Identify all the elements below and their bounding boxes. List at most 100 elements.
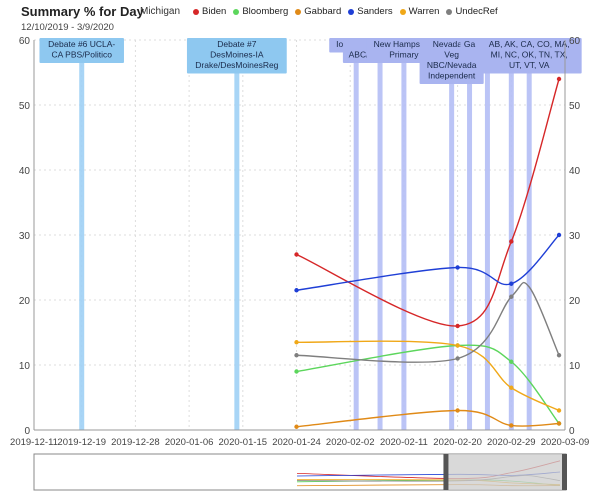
- data-point-warren: [455, 343, 460, 348]
- legend-label: Warren: [408, 6, 440, 17]
- legend-marker: [295, 8, 302, 15]
- legend-marker: [399, 8, 406, 15]
- event-line: [401, 40, 407, 430]
- x-tick-label: 2019-12-11: [10, 437, 58, 448]
- series-line-bloomberg: [296, 344, 560, 424]
- legend-label: Bloomberg: [242, 6, 289, 17]
- y-tick-label-left: 10: [19, 361, 31, 372]
- event-line: [449, 40, 455, 430]
- event-label-box: [476, 38, 582, 74]
- event-label-text: New Hampshire: [374, 39, 435, 49]
- event-line: [234, 40, 240, 430]
- y-tick-label-left: 40: [19, 166, 31, 177]
- event-label-box: [460, 38, 479, 53]
- series-line-sanders: [296, 234, 560, 291]
- x-tick-label: 2019-12-28: [111, 437, 160, 448]
- data-point-biden: [556, 76, 562, 82]
- x-tick-label: 2020-01-24: [272, 437, 321, 448]
- event-label-text: Ga: [464, 39, 476, 49]
- y-tick-label-left: 0: [24, 426, 30, 437]
- legend-marker: [233, 8, 240, 15]
- navigator-selection: [446, 454, 566, 490]
- data-point-biden: [294, 252, 299, 257]
- navigator-handle-left: [443, 454, 449, 490]
- series: [294, 76, 562, 429]
- data-point-gabbard: [509, 423, 514, 428]
- event-line: [79, 40, 85, 430]
- legend-marker: [348, 8, 355, 15]
- legend-item-undecref[interactable]: UndecRef: [446, 6, 498, 17]
- event-label-text: Drake/DesMoinesReg: [195, 60, 278, 70]
- legend-label: Biden: [202, 6, 227, 17]
- x-tick-label: 2020-01-06: [165, 437, 214, 448]
- legend[interactable]: Biden Bloomberg Gabbard Sanders Warren UndecR…: [193, 6, 505, 17]
- chart-title: Summary % for Day: [21, 4, 144, 19]
- x-tick-label: 2020-03-09: [541, 437, 590, 448]
- data-point-biden: [455, 323, 460, 329]
- legend-item-warren[interactable]: Warren: [399, 6, 440, 17]
- data-point-sanders: [509, 281, 514, 286]
- data-point-sanders: [455, 265, 460, 270]
- y-tick-label-left: 20: [19, 296, 31, 307]
- legend-item-biden[interactable]: Biden: [193, 6, 226, 17]
- event-line: [526, 40, 532, 430]
- data-point-undecref: [556, 353, 562, 358]
- data-point-sanders: [294, 288, 299, 293]
- navigator-handle-right: [562, 454, 567, 490]
- legend-marker: [446, 8, 453, 15]
- event-line: [484, 40, 490, 430]
- event-label-text: Independent: [428, 71, 476, 81]
- event-label-text: CA PBS/Politico: [51, 50, 112, 60]
- event-label-text: AB, AK, CA, CO, MA,: [489, 39, 570, 49]
- data-point-undecref: [509, 294, 514, 299]
- date-range: 12/10/2019 - 3/9/2020: [21, 22, 114, 33]
- x-tick-label: 2019-12-19: [57, 437, 106, 448]
- data-point-gabbard: [455, 408, 460, 413]
- event-line: [377, 40, 383, 430]
- data-point-biden: [509, 239, 514, 244]
- y-tick-label-right: 50: [569, 101, 581, 112]
- y-tick-label-right: 0: [569, 426, 575, 437]
- data-point-warren: [509, 385, 514, 390]
- event-label-text: Veg: [444, 50, 459, 60]
- y-tick-label-left: 60: [19, 36, 31, 47]
- y-tick-label-left: 50: [19, 101, 31, 112]
- data-point-undecref: [294, 353, 299, 358]
- event-line: [353, 40, 359, 430]
- y-tick-label-left: 30: [19, 231, 31, 242]
- event-label-box: [39, 38, 124, 63]
- data-point-bloomberg: [294, 369, 299, 374]
- legend-label: Sanders: [357, 6, 393, 17]
- x-tick-label: 2020-02-20: [433, 437, 482, 448]
- legend-item-sanders[interactable]: Sanders: [348, 6, 393, 17]
- series-line-undecref: [296, 281, 560, 363]
- range-navigator[interactable]: [33, 453, 567, 491]
- legend-label: Gabbard: [304, 6, 342, 17]
- data-point-bloomberg: [509, 359, 514, 364]
- series-line-biden: [296, 78, 560, 327]
- event-label-text: Primary: [389, 50, 419, 60]
- series-line-gabbard: [296, 409, 560, 428]
- y-tick-label-right: 40: [569, 166, 581, 177]
- state-label: Michigan: [140, 6, 181, 17]
- event-lines: [79, 40, 532, 430]
- event-label-text: NBC/Nevada: [427, 60, 477, 70]
- event-label-text: Debate #6 UCLA-: [48, 39, 115, 49]
- data-point-gabbard: [294, 424, 299, 429]
- legend-label: UndecRef: [455, 6, 498, 17]
- y-tick-label-right: 20: [569, 296, 581, 307]
- series-line-warren: [296, 340, 560, 412]
- event-label-text: DesMoines-IA: [210, 50, 264, 60]
- y-tick-label-right: 60: [569, 36, 581, 47]
- legend-item-gabbard[interactable]: Gabbard: [295, 6, 341, 17]
- event-label-text: UT, VT, VA: [509, 60, 550, 70]
- legend-item-bloomberg[interactable]: Bloomberg: [233, 6, 288, 17]
- event-line: [508, 40, 514, 430]
- event-line: [467, 40, 473, 430]
- data-point-warren: [294, 340, 299, 345]
- event-label-text: Nevada C: [433, 39, 471, 49]
- event-label-text: Debate #7: [217, 39, 256, 49]
